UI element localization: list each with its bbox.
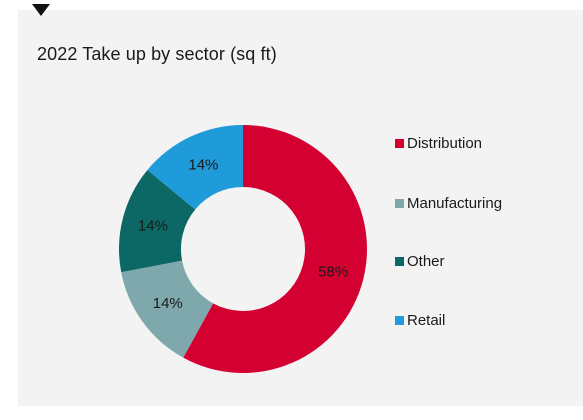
legend-item-retail: Retail: [395, 312, 445, 329]
chart-card: 2022 Take up by sector (sq ft) 58% 14% 14%…: [18, 10, 583, 406]
legend-label-retail: Retail: [407, 312, 445, 329]
slice-label-manufacturing: 14%: [153, 295, 183, 312]
legend-label-manufacturing: Manufacturing: [407, 195, 502, 212]
legend-item-other: Other: [395, 253, 445, 270]
slice-label-other: 14%: [138, 217, 168, 234]
slice-label-distribution: 58%: [318, 264, 348, 281]
legend-label-distribution: Distribution: [407, 135, 482, 152]
legend-item-manufacturing: Manufacturing: [395, 195, 502, 212]
legend-swatch-other: [395, 257, 404, 266]
legend-swatch-distribution: [395, 139, 404, 148]
legend-item-distribution: Distribution: [395, 135, 482, 152]
legend-swatch-manufacturing: [395, 199, 404, 208]
marker-triangle-icon: [32, 4, 50, 16]
legend-label-other: Other: [407, 253, 445, 270]
legend-swatch-retail: [395, 316, 404, 325]
slice-label-retail: 14%: [188, 156, 218, 173]
